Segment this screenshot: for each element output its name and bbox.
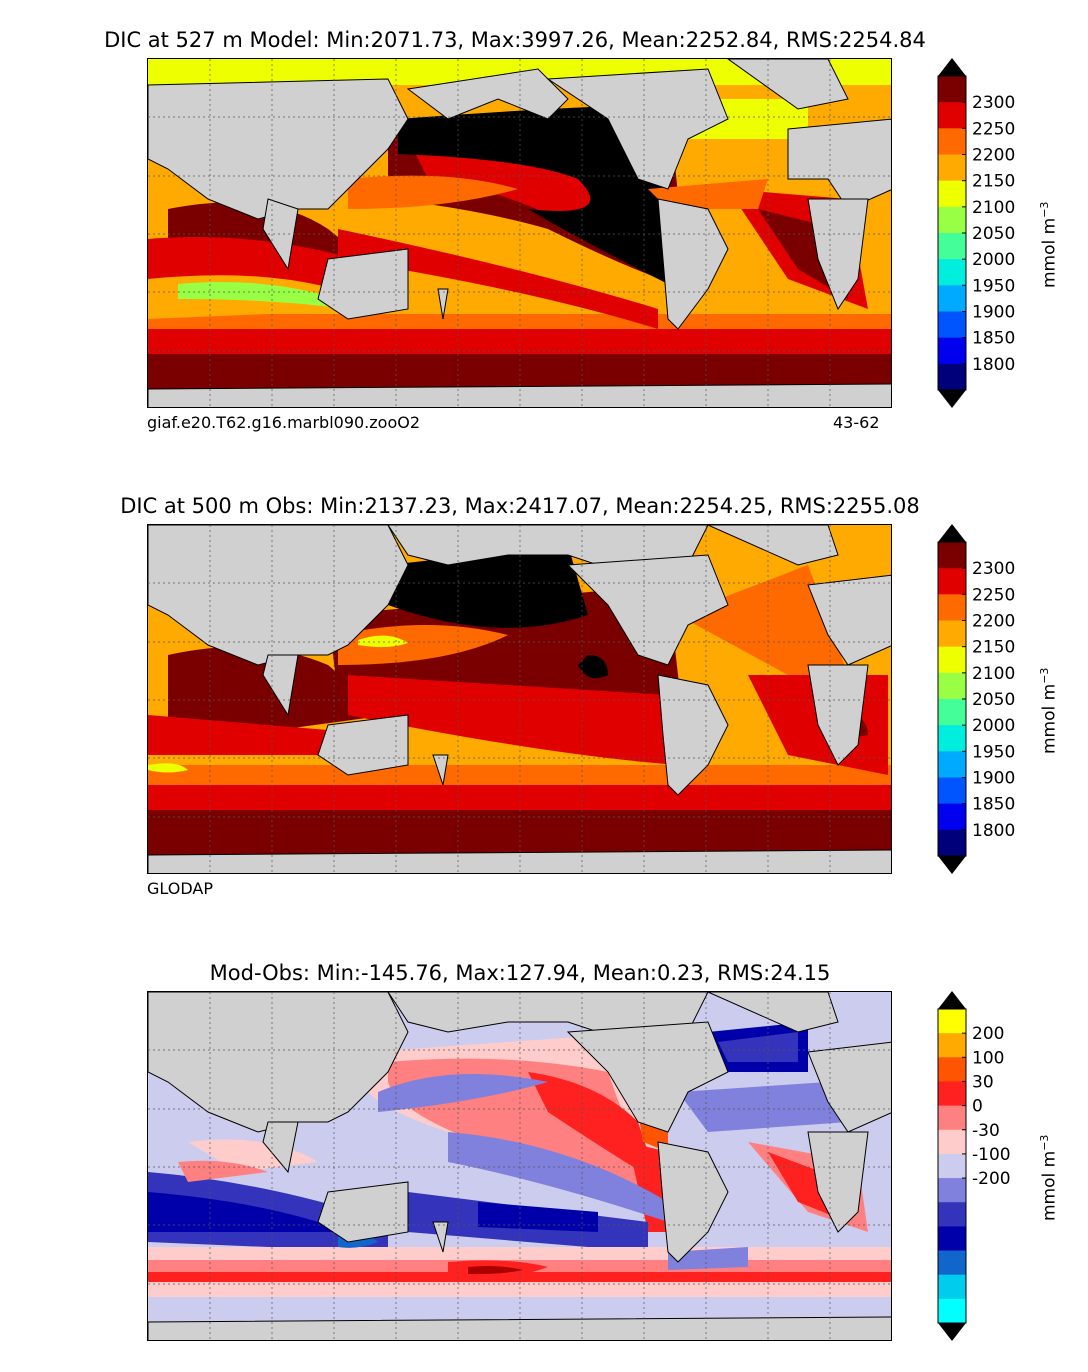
colorbar-swatch — [938, 1129, 966, 1155]
colorbar-tick-label: 1950 — [972, 742, 1015, 762]
panel-title: DIC at 500 m Obs: Min:2137.23, Max:2417.… — [120, 494, 920, 518]
colorbar-tick-label: 1800 — [972, 821, 1015, 841]
colorbar-tick-label: 1850 — [972, 329, 1015, 349]
colorbar-tick-label: 2250 — [972, 119, 1015, 139]
colorbar-swatch — [938, 1057, 966, 1082]
colorbar-tick-label: 2100 — [972, 198, 1015, 218]
colorbar-swatch — [938, 699, 966, 726]
colorbar-tick-label: 2300 — [972, 559, 1015, 579]
colorbar-svg: 2300 2250 2200 2150 2100 2050 2000 1950 1900 1850… — [937, 524, 1015, 874]
colorbar-swatch — [938, 1153, 966, 1179]
colorbar-tick-label: 2300 — [972, 93, 1015, 113]
colorbar-extend-max — [938, 524, 966, 542]
colorbar-svg: 200 100 30 0 -30 -100 -200 — [937, 991, 1011, 1341]
colorbar-tick-label: 2150 — [972, 172, 1015, 192]
colorbar-tick-label: 1850 — [972, 795, 1015, 815]
colorbar-tick-label: 2200 — [972, 612, 1015, 632]
colorbar: 2300 2250 2200 2150 2100 2050 2000 1950 1900 1850… — [937, 58, 1015, 408]
colorbar-tick-label: 2250 — [972, 585, 1015, 605]
map-diff — [147, 991, 892, 1341]
colorbar-swatch — [938, 646, 966, 674]
footer-left: GLODAP — [147, 879, 213, 898]
colorbar-swatch — [938, 803, 966, 831]
colorbar-swatch — [938, 259, 966, 286]
colorbar-tick-label: -30 — [972, 1121, 1000, 1141]
colorbar-tick-label: 2050 — [972, 690, 1015, 710]
colorbar-swatch — [938, 620, 966, 648]
panel-model: DIC at 527 m Model: Min:2071.73, Max:399… — [0, 0, 1088, 460]
colorbar-swatch — [938, 1105, 966, 1131]
colorbar-extend-min — [938, 856, 966, 874]
colorbar-swatch — [938, 180, 966, 208]
colorbar-swatch — [938, 1202, 966, 1227]
colorbar-tick-label: 1950 — [972, 276, 1015, 296]
colorbar-unit-label: mmol m−3 — [1038, 201, 1060, 288]
colorbar-swatch — [938, 777, 966, 805]
colorbar-extend-min — [938, 390, 966, 408]
colorbar-unit-label: mmol m−3 — [1038, 1134, 1060, 1221]
colorbar-tick-label: 2150 — [972, 638, 1015, 658]
colorbar-swatch — [938, 1274, 966, 1300]
colorbar-extend-max — [938, 58, 966, 76]
colorbar-swatch — [938, 1250, 966, 1276]
colorbar-swatch — [938, 751, 966, 778]
colorbar-tick-label: 1900 — [972, 769, 1015, 789]
colorbar-swatch — [938, 672, 966, 700]
colorbar-tick-label: 2000 — [972, 716, 1015, 736]
colorbar-swatch — [938, 206, 966, 234]
footer-left: giaf.e20.T62.g16.marbl090.zooO2 — [147, 413, 421, 432]
colorbar-swatch — [938, 1081, 966, 1107]
colorbar-swatch — [938, 128, 966, 155]
map-model — [147, 58, 892, 408]
colorbar-svg: 2300 2250 2200 2150 2100 2050 2000 1950 1900 1850… — [937, 58, 1015, 408]
colorbar-tick-label: 100 — [972, 1048, 1004, 1068]
map-obs — [147, 524, 892, 874]
colorbar-swatch — [938, 76, 966, 103]
colorbar-swatch — [938, 363, 966, 391]
colorbar-tick-label: 1900 — [972, 303, 1015, 323]
colorbar-swatch — [938, 1033, 966, 1058]
colorbar-swatch — [938, 725, 966, 752]
colorbar-tick-label: 30 — [972, 1072, 994, 1092]
colorbar-tick-label: 0 — [972, 1097, 983, 1117]
colorbar-swatch — [938, 568, 966, 595]
panel-diff: Mod-Obs: Min:-145.76, Max:127.94, Mean:0… — [0, 933, 1088, 1372]
colorbar-swatch — [938, 1298, 966, 1324]
panel-obs: DIC at 500 m Obs: Min:2137.23, Max:2417.… — [0, 466, 1088, 926]
colorbar-tick-label: -100 — [972, 1145, 1011, 1165]
colorbar-swatch — [938, 102, 966, 129]
footer-right: 43-62 — [833, 413, 880, 432]
colorbar-extend-max — [938, 991, 966, 1009]
colorbar-swatch — [938, 285, 966, 312]
colorbar-tick-label: 200 — [972, 1024, 1004, 1044]
colorbar-swatch — [938, 1178, 966, 1203]
colorbar-tick-label: 2050 — [972, 224, 1015, 244]
colorbar-tick-label: 2000 — [972, 250, 1015, 270]
colorbar-extend-min — [938, 1323, 966, 1341]
colorbar-swatch — [938, 337, 966, 365]
panel-title: DIC at 527 m Model: Min:2071.73, Max:399… — [104, 28, 926, 52]
colorbar: 2300 2250 2200 2150 2100 2050 2000 1950 1900 1850… — [937, 524, 1015, 874]
colorbar-tick-label: 2200 — [972, 146, 1015, 166]
colorbar-swatch — [938, 1226, 966, 1252]
colorbar-tick-label: 1800 — [972, 355, 1015, 375]
colorbar: 200 100 30 0 -30 -100 -200 — [937, 991, 1011, 1341]
colorbar-tick-label: -200 — [972, 1169, 1011, 1189]
colorbar-tick-label: 2100 — [972, 664, 1015, 684]
colorbar-swatch — [938, 829, 966, 857]
colorbar-unit-label: mmol m−3 — [1038, 667, 1060, 754]
colorbar-swatch — [938, 154, 966, 182]
colorbar-swatch — [938, 542, 966, 569]
colorbar-swatch — [938, 311, 966, 339]
panel-title: Mod-Obs: Min:-145.76, Max:127.94, Mean:0… — [209, 961, 831, 985]
colorbar-swatch — [938, 233, 966, 260]
colorbar-swatch — [938, 594, 966, 621]
colorbar-swatch — [938, 1009, 966, 1034]
